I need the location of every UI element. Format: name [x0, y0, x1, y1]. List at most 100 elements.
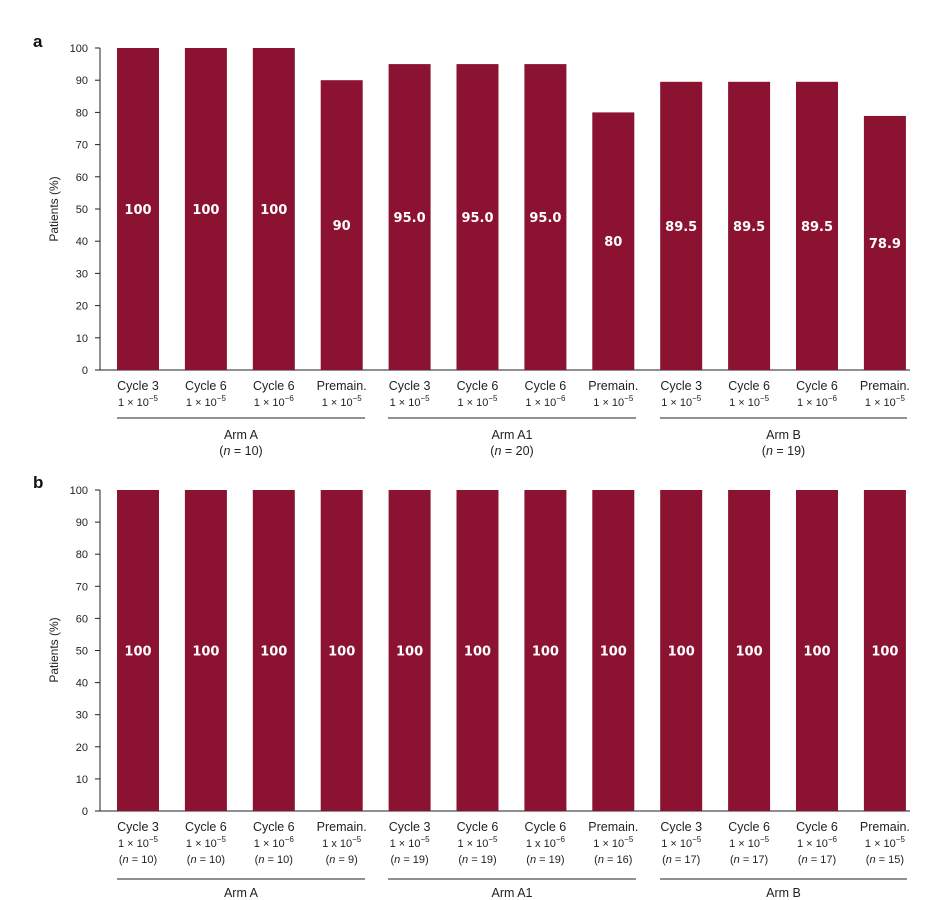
group-label: Arm A — [224, 886, 259, 900]
group-sample-size-part: ( — [490, 444, 495, 458]
category-label: Cycle 3 — [389, 820, 431, 834]
sample-size-part: n — [734, 854, 740, 866]
threshold-label: 1 × 10−5 — [593, 394, 634, 409]
bar-value-label: 100 — [803, 645, 830, 660]
threshold-exponent: −5 — [692, 394, 702, 403]
sample-size-label: (n = 19) — [390, 854, 428, 866]
category-label: Cycle 6 — [796, 820, 838, 834]
category-label: Cycle 3 — [117, 379, 159, 393]
threshold-label: 1 × 10−6 — [254, 835, 295, 850]
threshold-label: 1 × 10−5 — [118, 835, 159, 850]
threshold-label: 1 × 10−5 — [865, 394, 906, 409]
threshold-base: 1 × 10 — [457, 838, 488, 850]
sample-size-part: = 10) — [197, 854, 225, 866]
threshold-label: 1 × 10−5 — [322, 394, 363, 409]
sample-size-part: n — [123, 854, 129, 866]
category-label: Cycle 3 — [117, 820, 159, 834]
threshold-label: 1 × 10−5 — [390, 394, 431, 409]
y-tick-label: 60 — [76, 613, 88, 625]
category-label: Cycle 6 — [525, 820, 567, 834]
sample-size-label: (n = 15) — [866, 854, 904, 866]
bar — [660, 490, 703, 811]
threshold-exponent: −5 — [488, 394, 498, 403]
category-label: Cycle 3 — [389, 379, 431, 393]
bar-value-label: 100 — [192, 645, 219, 660]
sample-size-part: ( — [255, 854, 259, 866]
sample-size-part: = 10) — [264, 854, 292, 866]
y-tick-label: 10 — [76, 774, 88, 786]
threshold-base: 1 × 10 — [457, 397, 488, 409]
sample-size-part: n — [802, 854, 808, 866]
threshold-exponent: −5 — [420, 835, 430, 844]
threshold-exponent: −5 — [896, 835, 906, 844]
threshold-base: 1 × 10 — [729, 838, 760, 850]
group-sample-size-part: = 10) — [230, 444, 262, 458]
panel-b: b Patients (%) 0 10 20 30 40 50 60 70 80 90 100 100 Cy… — [33, 473, 910, 900]
threshold-exponent: −5 — [624, 394, 634, 403]
threshold-base: 1 × 10 — [322, 397, 353, 409]
threshold-exponent: −5 — [760, 835, 770, 844]
threshold-base: 1 × 10 — [118, 397, 149, 409]
y-tick-label: 90 — [76, 517, 88, 529]
bar — [863, 490, 906, 811]
sample-size-part: ( — [730, 854, 734, 866]
sample-size-label: (n = 17) — [798, 854, 836, 866]
sample-size-part: ( — [526, 854, 530, 866]
threshold-base: 1 × 10 — [525, 397, 556, 409]
threshold-exponent: −5 — [488, 835, 498, 844]
threshold-exponent: −6 — [556, 394, 566, 403]
threshold-exponent: −6 — [556, 835, 566, 844]
threshold-label: 1 × 10−5 — [729, 835, 770, 850]
category-label: Premain. — [860, 379, 910, 393]
sample-size-label: (n = 19) — [526, 854, 564, 866]
category-label: Cycle 6 — [253, 379, 295, 393]
sample-size-part: ( — [458, 854, 462, 866]
sample-size-part: = 17) — [740, 854, 768, 866]
sample-size-part: = 17) — [672, 854, 700, 866]
y-tick-label: 10 — [76, 333, 88, 345]
bar — [592, 112, 635, 371]
threshold-label: 1 × 10−5 — [729, 394, 770, 409]
sample-size-part: = 17) — [808, 854, 836, 866]
bar-value-label: 100 — [600, 645, 627, 660]
threshold-label: 1 × 10−5 — [186, 394, 227, 409]
threshold-base: 1 × 10 — [797, 838, 828, 850]
sample-size-part: = 19) — [400, 854, 428, 866]
category-label: Premain. — [860, 820, 910, 834]
threshold-label: 1 × 10−5 — [390, 835, 431, 850]
category-label: Cycle 6 — [796, 379, 838, 393]
category-label: Cycle 6 — [728, 820, 770, 834]
y-tick-label: 70 — [76, 581, 88, 593]
group-sample-size-part: = 20) — [501, 444, 533, 458]
bar-value-label: 95.0 — [461, 211, 493, 226]
group-sample-size: (n = 10) — [219, 444, 262, 458]
bar-value-label: 100 — [464, 645, 491, 660]
threshold-exponent: −5 — [760, 394, 770, 403]
bar-value-label: 100 — [736, 645, 763, 660]
sample-size-label: (n = 17) — [662, 854, 700, 866]
bar — [184, 48, 227, 370]
group-sample-size-part: ( — [219, 444, 224, 458]
threshold-label: 1 × 10−5 — [661, 835, 702, 850]
y-tick-label: 90 — [76, 75, 88, 87]
sample-size-part: = 10) — [129, 854, 157, 866]
sample-size-part: = 9) — [335, 854, 357, 866]
y-axis-label: Patients (%) — [47, 617, 61, 682]
y-tick-label: 30 — [76, 268, 88, 280]
y-tick-label: 80 — [76, 549, 88, 561]
category-label: Premain. — [317, 379, 367, 393]
bar — [524, 64, 567, 370]
sample-size-part: n — [394, 854, 400, 866]
bar — [456, 64, 499, 370]
threshold-label: 1 × 10−5 — [661, 394, 702, 409]
y-tick-label: 20 — [76, 742, 88, 754]
threshold-label: 1 × 10−5 — [457, 835, 498, 850]
bar — [252, 490, 295, 811]
threshold-base: 1 × 10 — [797, 397, 828, 409]
category-label: Cycle 6 — [457, 820, 499, 834]
threshold-label: 1 × 10−6 — [797, 394, 838, 409]
sample-size-part: = 19) — [536, 854, 564, 866]
threshold-label: 1 × 10−5 — [186, 835, 227, 850]
bar — [320, 490, 363, 811]
